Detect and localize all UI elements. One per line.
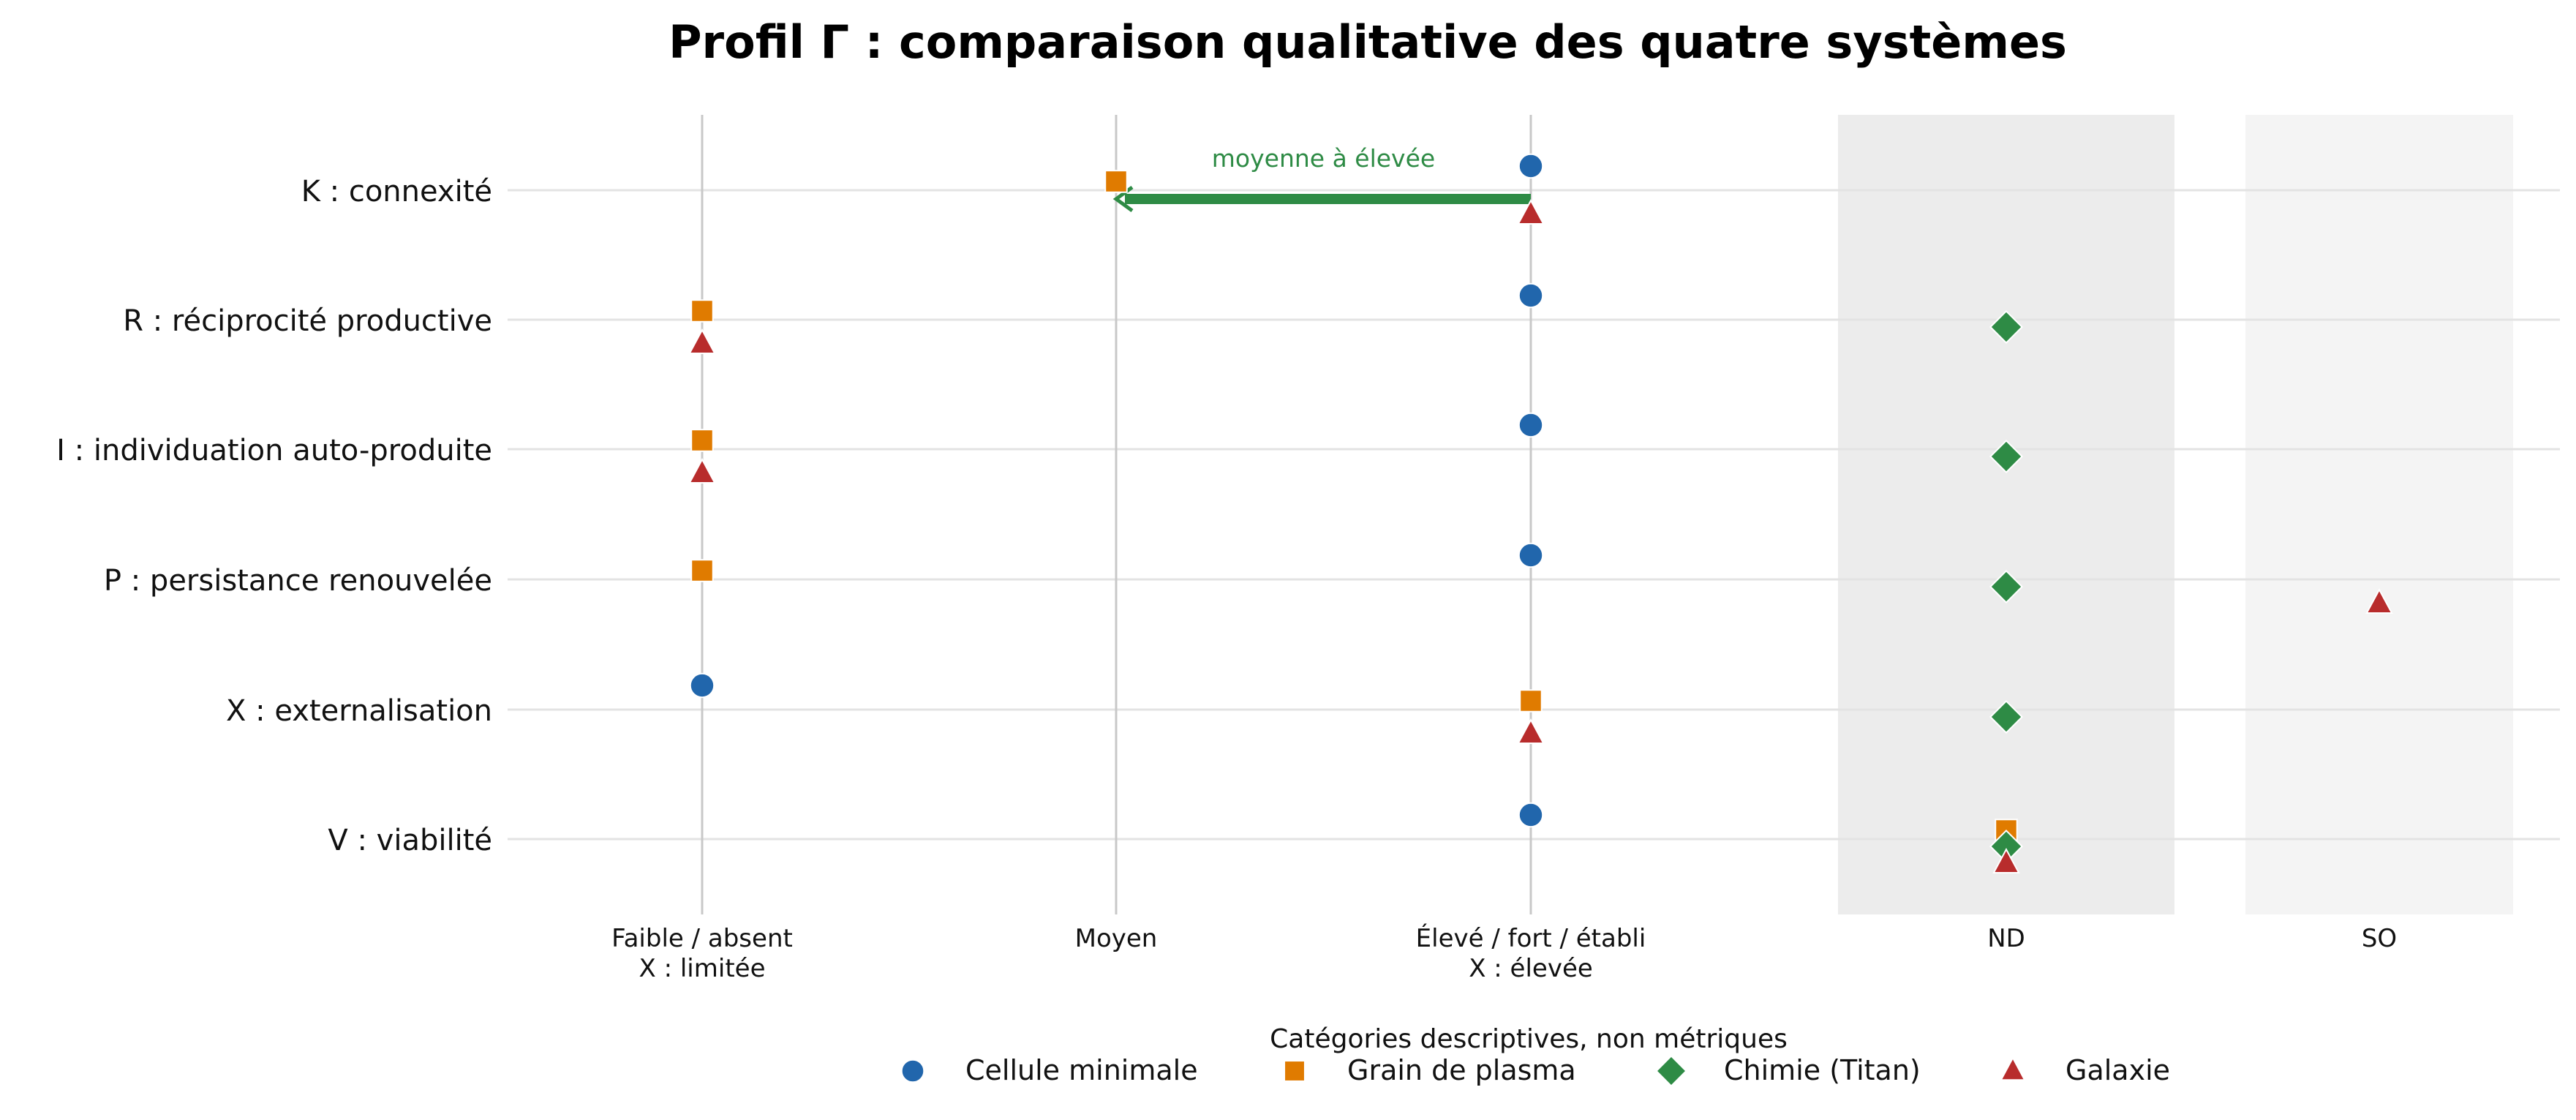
point-cellule-minimale-x [689,672,715,699]
y-tick-label-r: R : réciprocité productive [123,304,492,338]
grid-layer [508,115,2560,914]
series-chimie-titan [1989,309,2024,864]
point-chimie-titan-x [1989,699,2024,734]
point-cellule-minimale-p [1518,542,1544,568]
y-tick-label-v: V : viabilité [328,824,492,857]
point-galaxie-v [1992,847,2020,873]
series-galaxie [688,198,2393,873]
legend-item-cellule-minimale: Cellule minimale [900,1054,1198,1086]
point-chimie-titan-r [1989,309,2024,345]
point-grain-de-plasma-x [1519,689,1543,713]
x-tick-label-moyen: Moyen [1075,924,1158,953]
y-tick-label-x: X : externalisation [226,694,492,728]
data-points [688,153,2393,873]
legend-label-galaxie: Galaxie [2065,1054,2170,1086]
legend-label-chimie-titan: Chimie (Titan) [1724,1054,1921,1086]
annotation-label: moyenne à élevée [1212,144,1435,173]
legend-label-cellule-minimale: Cellule minimale [965,1054,1198,1086]
point-grain-de-plasma-r [690,299,714,323]
x-tick-label-nd: ND [1987,924,2025,953]
point-cellule-minimale-v [1518,802,1544,828]
shaded-column-nd [1838,115,2174,914]
legend-marker-grain-de-plasma [1284,1060,1306,1082]
y-tick-label-i: I : individuation auto-produite [56,434,492,467]
point-chimie-titan-i [1989,439,2024,474]
legend-marker-galaxie [2000,1056,2026,1081]
point-galaxie-r [688,328,716,354]
shaded-column-so [2245,115,2513,914]
legend-item-galaxie: Galaxie [2000,1054,2170,1086]
legend-title: Catégories descriptives, non métriques [1270,1024,1788,1054]
point-galaxie-i [688,457,716,484]
point-grain-de-plasma-p [690,559,714,582]
point-cellule-minimale-r [1518,282,1544,309]
point-cellule-minimale-k [1518,153,1544,179]
point-grain-de-plasma-k [1104,170,1128,193]
x-tick-label-x-elevee: X : élevée [1469,954,1593,983]
point-chimie-titan-p [1989,569,2024,604]
legend-marker-cellule-minimale [900,1059,925,1083]
x-tick-label-x-limitee: X : limitée [639,954,766,983]
legend-marker-chimie-titan [1655,1055,1687,1087]
legend: Catégories descriptives, non métriques Ce… [900,1024,2170,1087]
point-galaxie-x [1517,718,1545,744]
legend-item-grain-de-plasma: Grain de plasma [1284,1054,1576,1086]
legend-item-chimie-titan: Chimie (Titan) [1655,1054,1921,1087]
y-tick-label-p: P : persistance renouvelée [104,564,492,598]
point-galaxie-p [2365,587,2393,614]
legend-label-grain-de-plasma: Grain de plasma [1347,1054,1576,1086]
x-tick-label-eleve-fort-etabli: Élevé / fort / établi [1416,923,1646,953]
point-galaxie-k [1517,198,1545,225]
series-cellule-minimale [689,153,1544,828]
chart-title: Profil Γ : comparaison qualitative des q… [669,15,2067,69]
point-grain-de-plasma-i [690,429,714,452]
x-tick-label-so: SO [2362,924,2397,953]
y-tick-label-k: K : connexité [301,175,492,208]
series-grain-de-plasma [690,170,2018,842]
x-tick-label-faible-absent: Faible / absent [611,924,793,953]
point-cellule-minimale-i [1518,412,1544,438]
